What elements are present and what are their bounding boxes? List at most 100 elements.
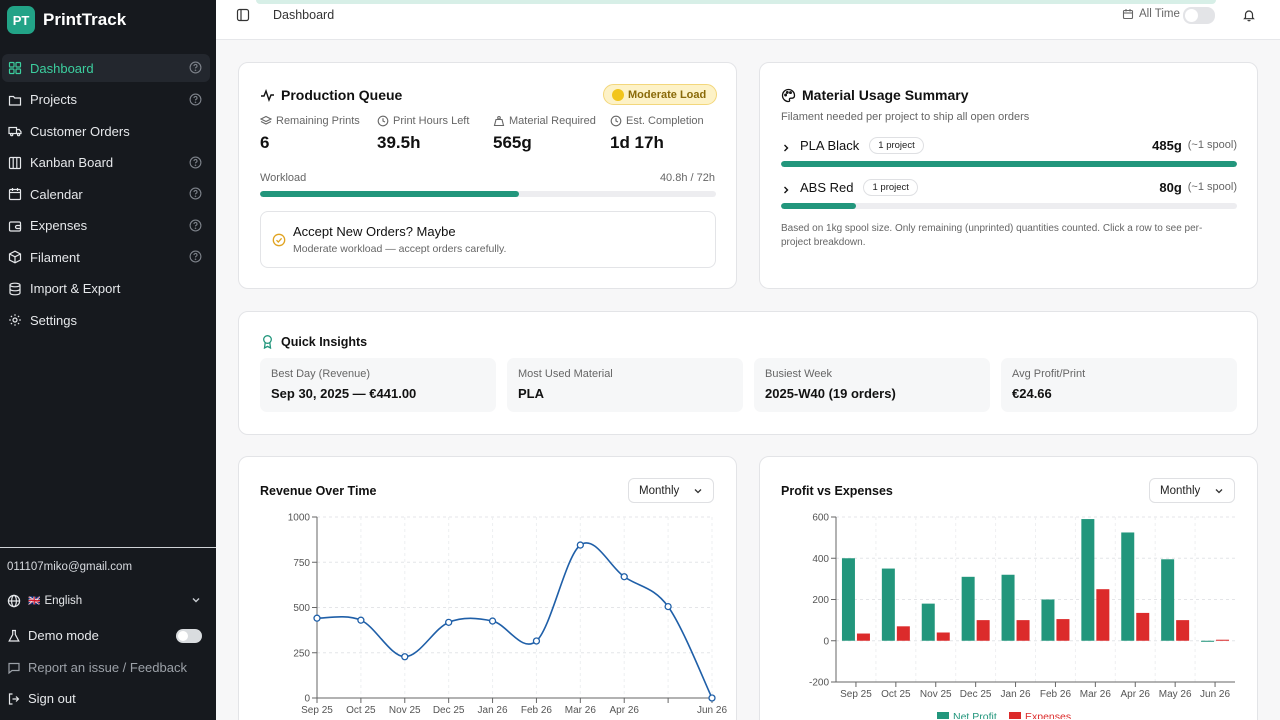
revenue-point — [620, 573, 628, 581]
material-name: PLA Black — [800, 137, 860, 153]
help-circle-icon[interactable] — [189, 156, 202, 169]
material-row-abs-red[interactable]: ABS Red 1 project 80g (~1 spool) — [781, 177, 1237, 197]
stat-label: Print Hours Left — [393, 115, 470, 127]
all-time-toggle[interactable] — [1183, 7, 1215, 24]
activity-icon — [260, 88, 275, 103]
user-email: 011107miko@gmail.com — [7, 561, 133, 573]
message-icon — [7, 661, 21, 675]
material-usage-subtitle: Filament needed per project to ship all … — [781, 111, 1030, 123]
sidebar-item-kanban-board[interactable]: Kanban Board — [2, 149, 210, 177]
workload-label: Workload — [260, 172, 307, 184]
workload-value: 40.8h / 72h — [659, 172, 715, 184]
language-label: English — [44, 595, 83, 607]
production-queue-title-text: Production Queue — [281, 87, 403, 103]
help-circle-icon[interactable] — [189, 250, 202, 263]
revenue-point — [576, 541, 584, 549]
material-row-pla-black[interactable]: PLA Black 1 project 485g (~1 spool) — [781, 135, 1237, 155]
y-tick-label: 500 — [293, 603, 310, 614]
insight-label: Most Used Material — [518, 368, 613, 380]
stat-label: Material Required — [509, 115, 596, 127]
y-tick-label: 200 — [812, 595, 829, 606]
y-tick-label: 750 — [293, 558, 310, 569]
revenue-point — [488, 617, 497, 625]
date-range-label: All Time — [1122, 8, 1180, 20]
brand-logo: PT — [7, 6, 35, 34]
sidebar: PT PrintTrack Dashboard Projects Customer … — [0, 0, 216, 720]
net-profit-bar — [961, 576, 975, 641]
chevron-down-icon — [1214, 486, 1224, 496]
net-profit-bar — [1121, 532, 1135, 641]
expenses-bar — [856, 633, 870, 641]
breadcrumb: Dashboard — [273, 8, 335, 22]
help-circle-icon[interactable] — [189, 93, 202, 106]
quick-insights-title: Quick Insights — [260, 334, 368, 350]
material-usage-card: Material Usage Summary Filament needed p… — [759, 62, 1258, 289]
sidebar-item-label: Customer Orders — [30, 123, 130, 139]
expenses-bar — [1016, 620, 1030, 641]
legend-label: Expenses — [1025, 711, 1071, 719]
quick-insights-title-text: Quick Insights — [281, 334, 368, 349]
bell-icon[interactable] — [1242, 8, 1256, 22]
stat-material-required: Material Required 565g — [493, 115, 596, 153]
package-icon — [8, 250, 22, 264]
language-selector[interactable]: 🇬🇧 English — [7, 594, 207, 608]
sidebar-toggle-icon[interactable] — [236, 8, 250, 22]
x-tick-label: Dec 25 — [960, 689, 992, 700]
sidebar-item-dashboard[interactable]: Dashboard — [2, 54, 210, 82]
insight-label: Best Day (Revenue) — [271, 368, 371, 380]
revenue-chart-card: Revenue Over Time Monthly 0 250 500 750 1000… — [238, 456, 737, 720]
load-badge: Moderate Load — [603, 84, 718, 105]
sidebar-item-projects[interactable]: Projects — [2, 86, 210, 114]
demo-mode-toggle[interactable] — [176, 629, 202, 643]
date-range-text: All Time — [1139, 8, 1180, 20]
legend-swatch — [1009, 712, 1021, 719]
stat-value: 6 — [260, 133, 270, 152]
sidebar-item-import-export[interactable]: Import & Export — [2, 275, 210, 303]
revenue-point — [313, 614, 321, 622]
revenue-chart-title: Revenue Over Time — [260, 484, 377, 498]
help-circle-icon[interactable] — [189, 187, 202, 200]
stat-remaining-prints: Remaining Prints 6 — [259, 115, 360, 153]
revenue-point — [708, 694, 716, 702]
expenses-bar — [1176, 620, 1190, 641]
sidebar-item-label: Import & Export — [30, 281, 121, 296]
sidebar-item-settings[interactable]: Settings — [2, 306, 210, 334]
insight-most-used-material: Most Used Material PLA — [507, 358, 743, 412]
sidebar-item-expenses[interactable]: Expenses — [2, 212, 210, 240]
sidebar-divider — [0, 547, 216, 548]
palette-icon — [781, 88, 796, 103]
material-bar — [781, 161, 1237, 167]
material-usage-title: Material Usage Summary — [781, 87, 969, 103]
logout-icon — [7, 692, 21, 706]
help-circle-icon[interactable] — [189, 61, 202, 74]
x-tick-label: May 26 — [1159, 689, 1192, 700]
x-tick-label: Mar 26 — [565, 705, 597, 716]
production-queue-title: Production Queue — [260, 87, 402, 103]
help-circle-icon[interactable] — [189, 219, 202, 232]
revenue-point — [401, 653, 409, 661]
x-tick-label: Sep 25 — [840, 689, 872, 700]
net-profit-bar — [881, 568, 895, 641]
profit-period-select[interactable]: Monthly — [1149, 478, 1236, 503]
sidebar-item-customer-orders[interactable]: Customer Orders — [2, 117, 210, 145]
x-tick-label: Apr 26 — [609, 705, 639, 716]
sign-out-button[interactable]: Sign out — [7, 691, 207, 706]
net-profit-bar — [1161, 559, 1175, 641]
sidebar-item-filament[interactable]: Filament — [2, 243, 210, 271]
sidebar-item-calendar[interactable]: Calendar — [2, 180, 210, 208]
x-tick-label: Jan 26 — [1001, 689, 1031, 700]
net-profit-bar — [1201, 640, 1215, 642]
sidebar-item-label: Settings — [30, 312, 77, 328]
workload-bar-fill — [260, 191, 519, 197]
x-tick-label: Jun 26 — [1200, 689, 1230, 700]
y-tick-label: 600 — [812, 513, 829, 524]
project-count-badge: 1 project — [869, 136, 924, 154]
brand[interactable]: PT PrintTrack — [7, 5, 126, 35]
x-tick-label: Apr 26 — [1121, 689, 1151, 700]
profit-period-value: Monthly — [1160, 484, 1201, 497]
clock-icon — [610, 115, 622, 127]
sidebar-item-label: Kanban Board — [30, 155, 114, 170]
report-issue-link[interactable]: Report an issue / Feedback — [7, 660, 207, 675]
revenue-period-select[interactable]: Monthly — [628, 478, 715, 503]
quick-insights-card: Quick Insights Best Day (Revenue) Sep 30… — [238, 311, 1258, 435]
